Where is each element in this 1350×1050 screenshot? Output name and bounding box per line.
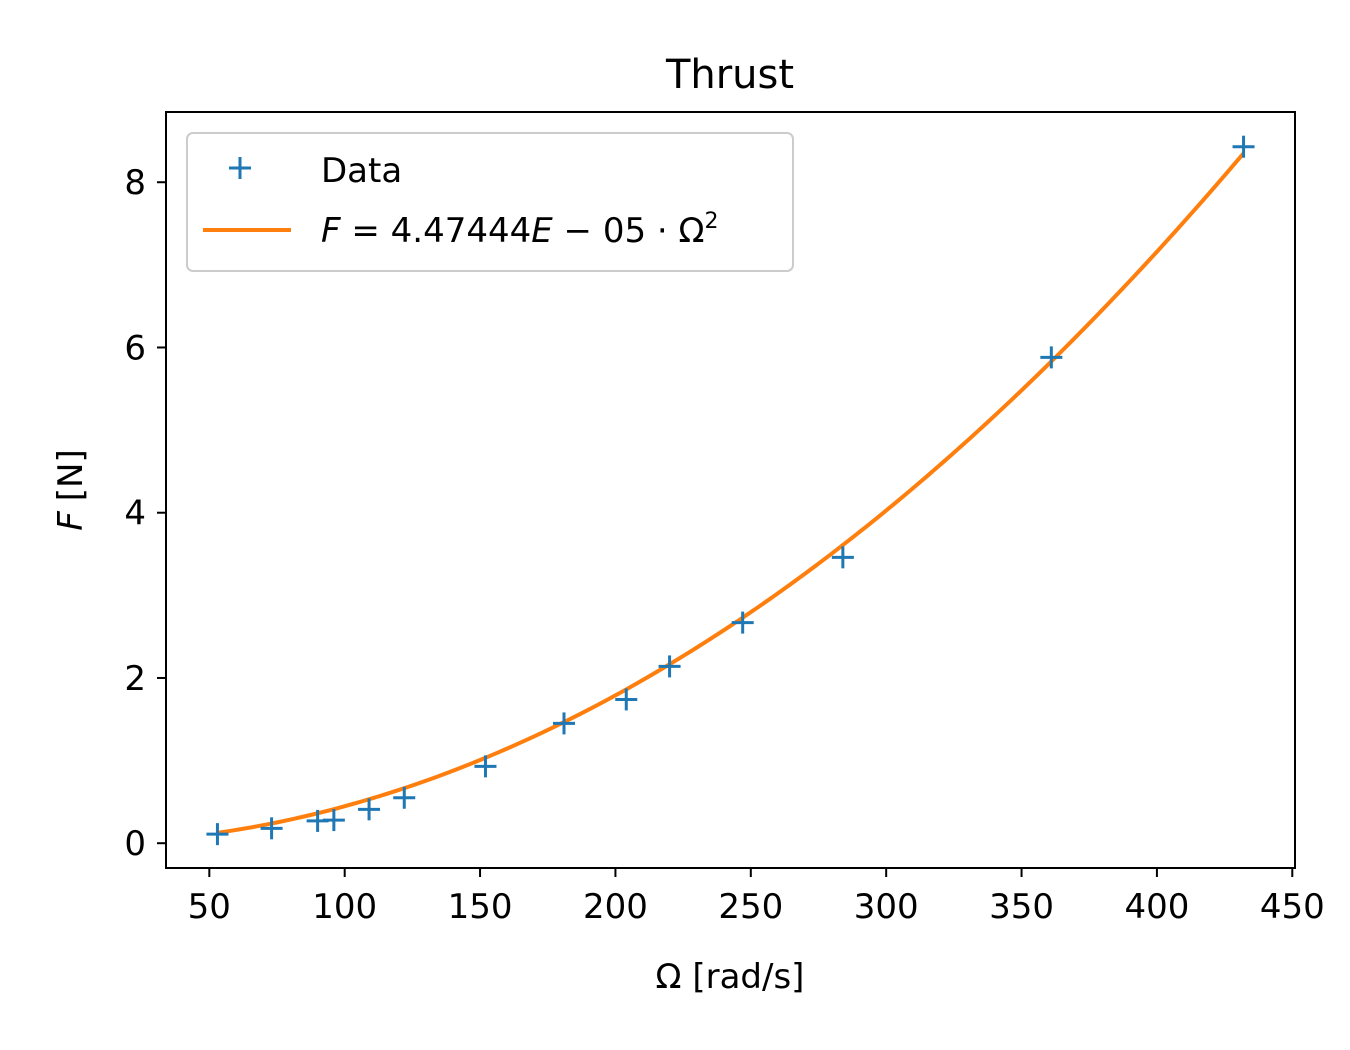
legend-fit-symbol: F	[321, 211, 341, 251]
y-tick-label: 4	[124, 494, 146, 534]
data-point	[552, 712, 575, 735]
legend-fit-exp-letter: E	[531, 211, 553, 251]
x-tick-label: 350	[989, 887, 1054, 927]
x-axis-ticks: 50 100 150 200 250 300 350 400 450	[188, 868, 1325, 927]
data-point	[393, 786, 416, 809]
data-point	[831, 546, 854, 569]
data-point	[206, 823, 229, 846]
fit-curve-layer	[217, 151, 1246, 835]
data-point	[260, 817, 283, 840]
fit-curve	[217, 151, 1246, 835]
x-tick-label: 300	[854, 887, 919, 927]
data-point	[1232, 135, 1255, 158]
legend-data-marker	[229, 157, 251, 179]
data-point	[731, 611, 754, 634]
y-tick-label: 6	[124, 328, 146, 368]
data-markers-layer	[206, 135, 1255, 846]
data-point	[358, 798, 381, 821]
data-point	[474, 755, 497, 778]
legend-box	[186, 132, 794, 272]
data-point	[658, 655, 681, 678]
y-axis-label-unit: [N]	[51, 449, 91, 501]
x-tick-label: 450	[1260, 887, 1325, 927]
data-point	[322, 809, 345, 832]
data-point	[615, 688, 638, 711]
legend-plus-marker	[229, 157, 251, 179]
y-tick-label: 0	[124, 824, 146, 864]
data-point	[1040, 346, 1063, 369]
legend-fit-superscript: 2	[705, 209, 719, 234]
legend-fit-middle: = 4.47444	[341, 211, 532, 251]
y-axis-ticks: 0 2 4 6 8	[124, 163, 166, 864]
plot-area	[206, 135, 1255, 846]
x-tick-label: 50	[188, 887, 231, 927]
chart-title: Thrust	[665, 52, 794, 98]
x-tick-label: 150	[448, 887, 513, 927]
x-tick-label: 200	[583, 887, 648, 927]
y-axis-label: F [N]	[51, 449, 91, 531]
y-axis-label-symbol: F	[51, 511, 91, 531]
legend-label-data: Data	[321, 151, 402, 191]
y-tick-label: 8	[124, 163, 146, 203]
legend-label-fit: F = 4.47444E − 05 · Ω2	[321, 209, 719, 251]
axes-frame	[165, 111, 1296, 869]
legend-fit-tail: − 05 · Ω	[553, 211, 705, 251]
x-tick-label: 400	[1124, 887, 1189, 927]
legend: Data F = 4.47444E − 05 · Ω2	[186, 132, 794, 272]
y-tick-label: 2	[124, 659, 146, 699]
x-axis-label: Ω [rad/s]	[656, 957, 805, 997]
x-tick-label: 100	[312, 887, 377, 927]
x-tick-label: 250	[718, 887, 783, 927]
